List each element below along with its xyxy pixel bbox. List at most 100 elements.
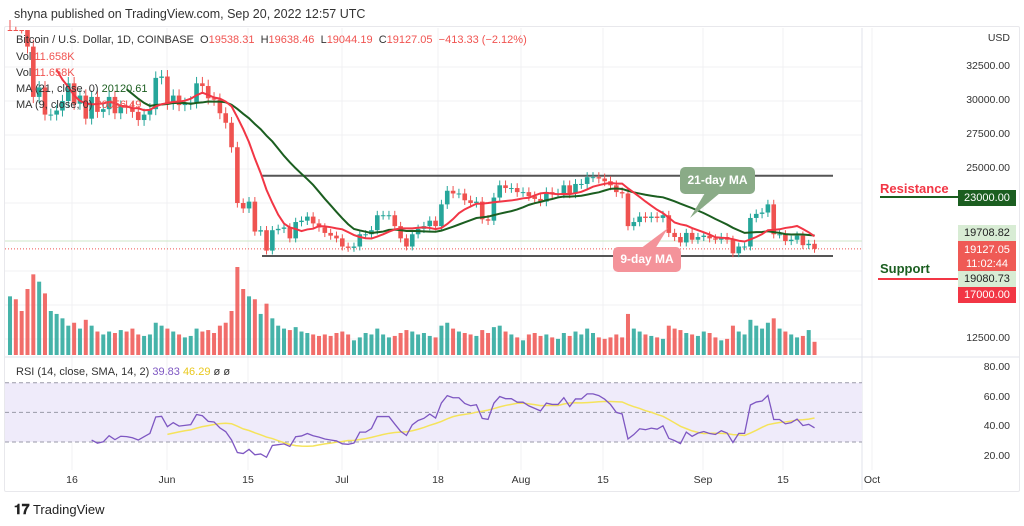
- volume-bar: [247, 296, 252, 355]
- candle-body: [683, 232, 689, 243]
- volume-bar: [573, 331, 578, 355]
- candle-body: [374, 215, 380, 231]
- volume-bar: [456, 331, 461, 355]
- candle-body: [753, 213, 759, 218]
- time-tick: 15: [242, 474, 254, 486]
- volume-bar: [620, 337, 625, 355]
- candle-body: [538, 198, 543, 202]
- volume-bar: [491, 327, 496, 355]
- resistance-label: Resistance: [880, 181, 949, 196]
- rsi-sma-value: 46.29: [182, 366, 211, 378]
- candle-body: [246, 201, 252, 209]
- volume-bar: [212, 333, 217, 355]
- candle-body: [678, 237, 683, 243]
- candle-body: [561, 185, 567, 194]
- ma21-annotation: 21-day MA: [680, 167, 755, 194]
- volume-bar: [54, 313, 59, 355]
- tv-logo-icon: 𝟏𝟕: [14, 501, 30, 517]
- tradingview-logo[interactable]: 𝟏𝟕 TradingView: [14, 501, 105, 518]
- rsi-extra: ø: [223, 366, 231, 378]
- volume-bar: [381, 334, 386, 355]
- rsi-tick: 60.00: [983, 390, 1010, 403]
- time-tick: 18: [432, 474, 444, 486]
- candle-body: [474, 201, 479, 203]
- candle-body: [730, 239, 736, 254]
- candle-body: [211, 98, 217, 100]
- support-price-label: 17000.00: [958, 287, 1016, 303]
- candle-body: [736, 246, 742, 254]
- candle-body: [777, 234, 782, 236]
- rsi-label: RSI (14, close, SMA, 14, 2): [16, 366, 150, 378]
- volume-bar: [351, 340, 356, 355]
- volume-bar: [229, 311, 234, 355]
- ma9-label: MA (9, close, 0): [16, 99, 93, 111]
- ma9-annotation-tail: [640, 228, 668, 249]
- volume-bar: [48, 311, 53, 355]
- volume-legend-2: Vol 11.658K: [16, 67, 75, 79]
- candle-body: [159, 76, 164, 78]
- volume-bar: [188, 335, 193, 355]
- candle-body: [544, 192, 549, 202]
- candle-body: [409, 234, 415, 247]
- candle-body: [229, 122, 234, 148]
- candle-body: [19, 30, 24, 31]
- volume-bar: [410, 331, 415, 355]
- candle-body: [672, 232, 677, 237]
- volume-bar: [567, 335, 572, 355]
- rsi-value: 39.83: [152, 366, 180, 378]
- volume-bar: [649, 335, 654, 355]
- candle-body: [468, 200, 473, 203]
- volume-bar: [596, 337, 601, 355]
- time-tick: Sep: [693, 474, 713, 486]
- volume-bar: [340, 331, 345, 355]
- candle-body: [135, 111, 141, 121]
- candle-body: [252, 201, 258, 232]
- volume-bar: [445, 322, 450, 355]
- volume-bar: [305, 333, 310, 355]
- volume-bar: [77, 328, 82, 355]
- candle-body: [637, 216, 642, 223]
- candle-body: [305, 216, 310, 221]
- candle-body: [340, 238, 345, 247]
- volume-bar: [299, 331, 304, 355]
- volume-bar: [124, 331, 129, 355]
- candle-body: [200, 83, 205, 87]
- volume-bar: [503, 331, 508, 355]
- open-value: 19538.31: [208, 34, 255, 46]
- candle-body: [625, 193, 631, 227]
- candle-body: [42, 87, 48, 115]
- volume-bar: [433, 337, 438, 355]
- volume-bar: [474, 335, 479, 355]
- volume-bar: [194, 328, 199, 355]
- vol-label: Vol: [16, 51, 32, 63]
- candle-body: [48, 114, 54, 116]
- volume-bar: [369, 334, 374, 355]
- volume-bar: [730, 325, 735, 355]
- candle-body: [643, 216, 648, 218]
- close-label: C: [378, 34, 387, 46]
- candle-body: [270, 230, 275, 251]
- volume-bar: [252, 299, 257, 355]
- candle-body: [660, 215, 666, 218]
- volume-bar: [468, 334, 473, 355]
- volume-bar: [328, 335, 333, 355]
- candle-body: [456, 193, 462, 195]
- candle-body: [800, 235, 806, 246]
- rsi-extra: ø: [213, 366, 221, 378]
- candle-body: [404, 238, 409, 247]
- candle-body: [573, 183, 578, 194]
- time-tick: 15: [777, 474, 789, 486]
- candle-body: [118, 106, 124, 114]
- symbol-name: Bitcoin / U.S. Dollar, 1D, COINBASE: [16, 34, 194, 46]
- candle-body: [439, 204, 444, 227]
- candle-body: [328, 232, 333, 236]
- resistance-price-label: 23000.00: [958, 190, 1016, 206]
- volume-bar: [107, 331, 112, 355]
- volume-bar: [375, 328, 380, 355]
- volume-bar: [19, 311, 24, 355]
- candle-body: [293, 222, 298, 239]
- candle-body: [759, 212, 765, 214]
- candle-body: [532, 196, 537, 199]
- candle-body: [514, 188, 520, 193]
